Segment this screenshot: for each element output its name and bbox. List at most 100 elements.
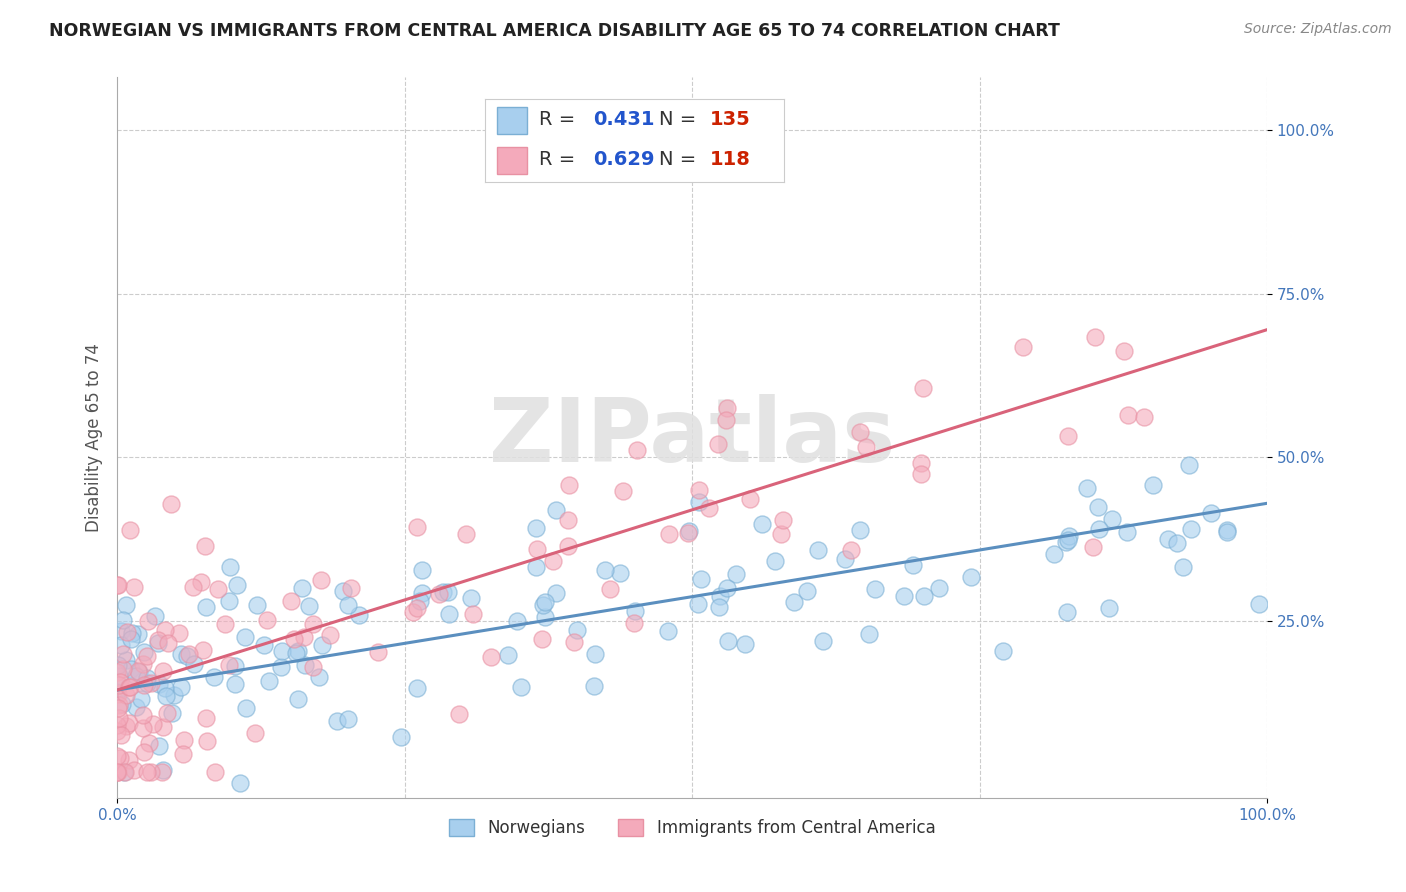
Point: [138, 736, 160, 750]
Point: [557, 540, 579, 554]
Point: [148, 676, 170, 690]
Point: [311, 574, 333, 588]
Point: [233, 630, 256, 644]
Point: [406, 601, 429, 615]
Point: [214, 617, 236, 632]
Point: [1112, 343, 1135, 358]
Point: [142, 716, 165, 731]
Point: [332, 584, 354, 599]
Point: [110, 728, 132, 742]
Point: [114, 653, 136, 667]
Point: [136, 764, 159, 779]
Point: [139, 675, 162, 690]
Point: [229, 775, 252, 789]
Point: [697, 501, 720, 516]
Point: [120, 662, 142, 676]
Point: [534, 610, 557, 624]
Point: [207, 582, 229, 597]
Point: [678, 524, 700, 538]
Point: [122, 580, 145, 594]
Point: [716, 582, 738, 596]
Point: [1084, 330, 1107, 344]
Point: [582, 679, 605, 693]
Point: [624, 604, 647, 618]
Point: [152, 764, 174, 778]
Point: [122, 763, 145, 777]
Point: [765, 554, 787, 568]
Point: [1166, 536, 1188, 550]
Point: [117, 625, 139, 640]
Point: [928, 581, 950, 595]
Point: [524, 521, 547, 535]
Point: [246, 598, 269, 612]
Point: [311, 638, 333, 652]
Point: [194, 539, 217, 553]
Text: NORWEGIAN VS IMMIGRANTS FROM CENTRAL AMERICA DISABILITY AGE 65 TO 74 CORRELATION: NORWEGIAN VS IMMIGRANTS FROM CENTRAL AME…: [49, 22, 1060, 40]
Point: [1056, 605, 1078, 619]
Point: [153, 623, 176, 637]
Point: [678, 525, 700, 540]
Point: [599, 582, 621, 597]
Point: [124, 700, 146, 714]
Point: [136, 648, 159, 663]
Point: [658, 527, 681, 541]
Point: [546, 503, 568, 517]
Point: [562, 635, 585, 649]
Point: [135, 671, 157, 685]
Point: [108, 750, 131, 764]
Text: Source: ZipAtlas.com: Source: ZipAtlas.com: [1244, 22, 1392, 37]
Point: [132, 677, 155, 691]
Point: [910, 467, 932, 482]
Point: [107, 669, 129, 683]
Point: [181, 580, 204, 594]
Point: [339, 581, 361, 595]
Legend: Norwegians, Immigrants from Central America: Norwegians, Immigrants from Central Amer…: [441, 813, 942, 844]
Point: [531, 598, 554, 612]
Point: [152, 664, 174, 678]
Point: [172, 747, 194, 761]
Point: [910, 456, 932, 470]
Point: [911, 381, 934, 395]
Point: [811, 634, 834, 648]
Point: [567, 623, 589, 637]
Point: [688, 598, 710, 612]
Point: [714, 413, 737, 427]
Point: [298, 599, 321, 613]
Point: [128, 665, 150, 680]
Point: [110, 638, 132, 652]
Point: [447, 706, 470, 721]
Point: [169, 680, 191, 694]
Point: [224, 677, 246, 691]
Point: [118, 715, 141, 730]
Point: [834, 552, 856, 566]
Point: [1059, 529, 1081, 543]
Point: [156, 706, 179, 721]
Point: [1157, 532, 1180, 546]
Point: [156, 636, 179, 650]
Point: [167, 626, 190, 640]
Point: [893, 589, 915, 603]
Point: [280, 593, 302, 607]
Point: [132, 745, 155, 759]
Point: [439, 607, 461, 622]
Point: [115, 719, 138, 733]
Point: [219, 560, 242, 574]
Point: [162, 688, 184, 702]
Point: [294, 657, 316, 672]
Point: [117, 753, 139, 767]
Point: [301, 660, 323, 674]
Point: [460, 591, 482, 606]
Y-axis label: Disability Age 65 to 74: Disability Age 65 to 74: [86, 343, 103, 533]
Point: [411, 563, 433, 577]
Point: [194, 711, 217, 725]
Point: [270, 660, 292, 674]
Point: [107, 678, 129, 692]
Point: [118, 680, 141, 694]
Point: [463, 607, 485, 622]
Point: [783, 595, 806, 609]
Point: [107, 701, 129, 715]
Point: [271, 643, 294, 657]
Point: [162, 706, 184, 720]
Point: [108, 675, 131, 690]
Point: [107, 658, 129, 673]
